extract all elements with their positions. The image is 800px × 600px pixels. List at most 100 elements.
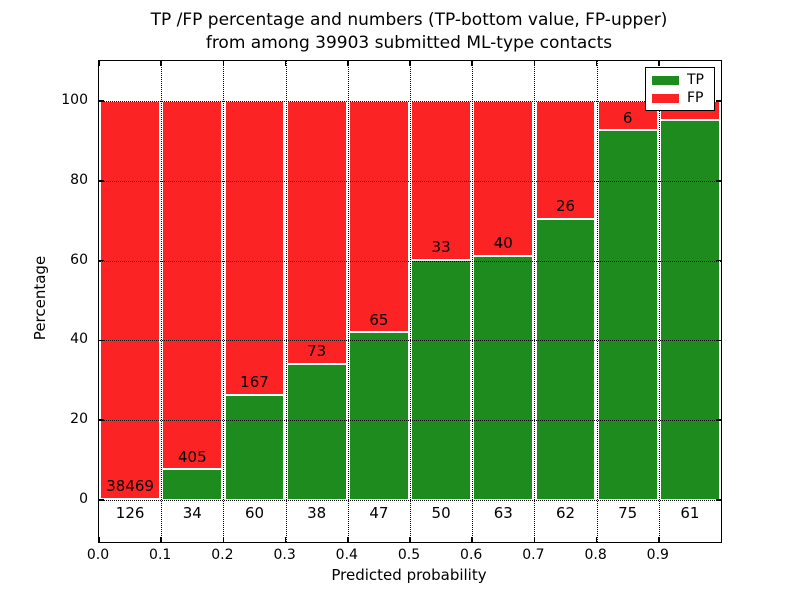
x-tick-mark-top	[595, 61, 598, 66]
x-tick-label: 0.6	[460, 547, 483, 563]
x-tick-mark	[409, 537, 411, 542]
x-tick-mark-top	[471, 61, 473, 66]
x-tick-mark	[533, 537, 536, 542]
x-tick-mark-top	[222, 61, 225, 66]
tp-count-label: 126	[115, 504, 145, 523]
fp-count-label: 33	[431, 238, 451, 257]
y-tick-label: 0	[79, 491, 88, 508]
bar-segment-tp	[162, 469, 223, 501]
fp-count-label: 167	[240, 373, 269, 392]
y-tick-mark-right	[716, 259, 721, 262]
y-tick-label: 40	[70, 331, 88, 348]
bar-segment-fp	[224, 100, 285, 395]
tp-count-label: 38	[307, 504, 327, 523]
legend-entry-label: FP	[687, 90, 704, 106]
legend-entry: FP	[652, 91, 708, 105]
tp-count-label: 75	[618, 504, 638, 523]
x-tick-label: 0.5	[397, 547, 421, 563]
v-gridline	[161, 61, 163, 542]
y-tick-label: 20	[70, 411, 88, 428]
y-tick-mark	[99, 419, 104, 422]
x-tick-mark	[222, 537, 225, 542]
x-tick-mark	[471, 537, 473, 542]
legend-entry-label: TP	[687, 72, 704, 88]
x-axis-label: Predicted probability	[331, 566, 487, 584]
fp-count-label: 6	[622, 108, 633, 127]
v-gridline	[472, 61, 474, 542]
x-tick-mark-top	[409, 61, 411, 66]
x-tick-label: 0.3	[273, 547, 296, 563]
fp-count-label: 73	[307, 342, 327, 361]
x-tick-mark	[347, 537, 349, 542]
y-tick-mark-right	[716, 419, 721, 422]
bar-segment-tp	[349, 332, 409, 501]
v-gridline	[410, 61, 411, 542]
bar-segment-fp	[162, 100, 223, 470]
y-tick-mark-right	[716, 339, 721, 342]
bar-segment-fp	[349, 100, 409, 333]
v-gridline	[285, 61, 287, 542]
tp-count-label: 61	[680, 504, 700, 523]
chart-title: TP /FP percentage and numbers (TP-bottom…	[98, 9, 720, 55]
bar-segment-tp	[224, 394, 285, 501]
fp-count-label: 26	[555, 197, 576, 216]
v-gridline	[223, 61, 225, 542]
y-tick-mark	[99, 100, 104, 102]
y-tick-mark	[99, 339, 104, 342]
x-tick-label: 0.8	[584, 547, 607, 563]
bar-segment-tp	[597, 130, 658, 501]
y-tick-mark-right	[716, 100, 721, 102]
chart-title-line1: TP /FP percentage and numbers (TP-bottom…	[150, 10, 668, 30]
x-tick-label: 0.0	[86, 547, 110, 563]
x-tick-mark	[595, 537, 598, 542]
fp-count-label: 405	[177, 447, 207, 466]
y-tick-mark-right	[716, 499, 721, 501]
y-axis-label: Percentage	[31, 255, 49, 341]
bar-segment-tp	[473, 255, 534, 501]
x-tick-mark	[98, 537, 100, 542]
x-tick-label: 0.1	[149, 547, 172, 563]
fp-count-label: 38469	[106, 477, 154, 496]
bar-segment-tp	[411, 259, 471, 501]
v-gridline	[347, 61, 349, 542]
bar-segment-fp	[411, 100, 471, 260]
bar-segment-tp	[286, 363, 347, 501]
x-tick-mark-top	[533, 61, 536, 66]
y-tick-label: 100	[61, 91, 88, 108]
y-tick-label: 80	[70, 171, 88, 188]
tp-legend-swatch	[652, 75, 679, 85]
legend: TP FP	[645, 67, 715, 111]
y-tick-mark-right	[716, 179, 721, 182]
x-tick-mark	[284, 537, 287, 542]
x-tick-mark-top	[160, 61, 162, 66]
y-tick-mark	[99, 259, 104, 262]
tp-count-label: 60	[244, 504, 265, 523]
y-tick-label: 60	[70, 251, 88, 268]
tp-count-label: 47	[369, 504, 389, 523]
x-tick-mark-top	[284, 61, 287, 66]
x-tick-mark	[160, 537, 162, 542]
bar-segment-tp	[535, 218, 596, 501]
fp-legend-swatch	[652, 93, 679, 103]
x-tick-label: 0.4	[335, 547, 358, 563]
tp-count-label: 62	[555, 504, 576, 523]
bar-segment-tp	[660, 119, 720, 501]
y-tick-mark	[99, 179, 104, 182]
x-tick-label: 0.7	[522, 547, 545, 563]
tp-count-label: 34	[182, 504, 202, 523]
tp-count-label: 63	[493, 504, 513, 523]
x-tick-mark	[658, 537, 660, 542]
tp-count-label: 50	[431, 504, 451, 523]
fp-count-label: 40	[493, 234, 513, 253]
x-tick-label: 0.9	[646, 547, 669, 563]
x-tick-mark-top	[658, 61, 660, 66]
legend-entry: TP	[652, 73, 708, 87]
chart-title-line2: from among 39903 submitted ML-type conta…	[205, 33, 613, 53]
plot-area: 38469 126 405 34 167 60 73 38 65 47 33 50 40 63 26 62 6 7…	[98, 60, 722, 543]
bar-segment-fp	[473, 100, 534, 256]
x-tick-label: 0.2	[211, 547, 234, 563]
bar-segment-fp	[286, 100, 347, 364]
v-gridline	[534, 61, 536, 542]
bar-segment-fp	[100, 100, 160, 499]
